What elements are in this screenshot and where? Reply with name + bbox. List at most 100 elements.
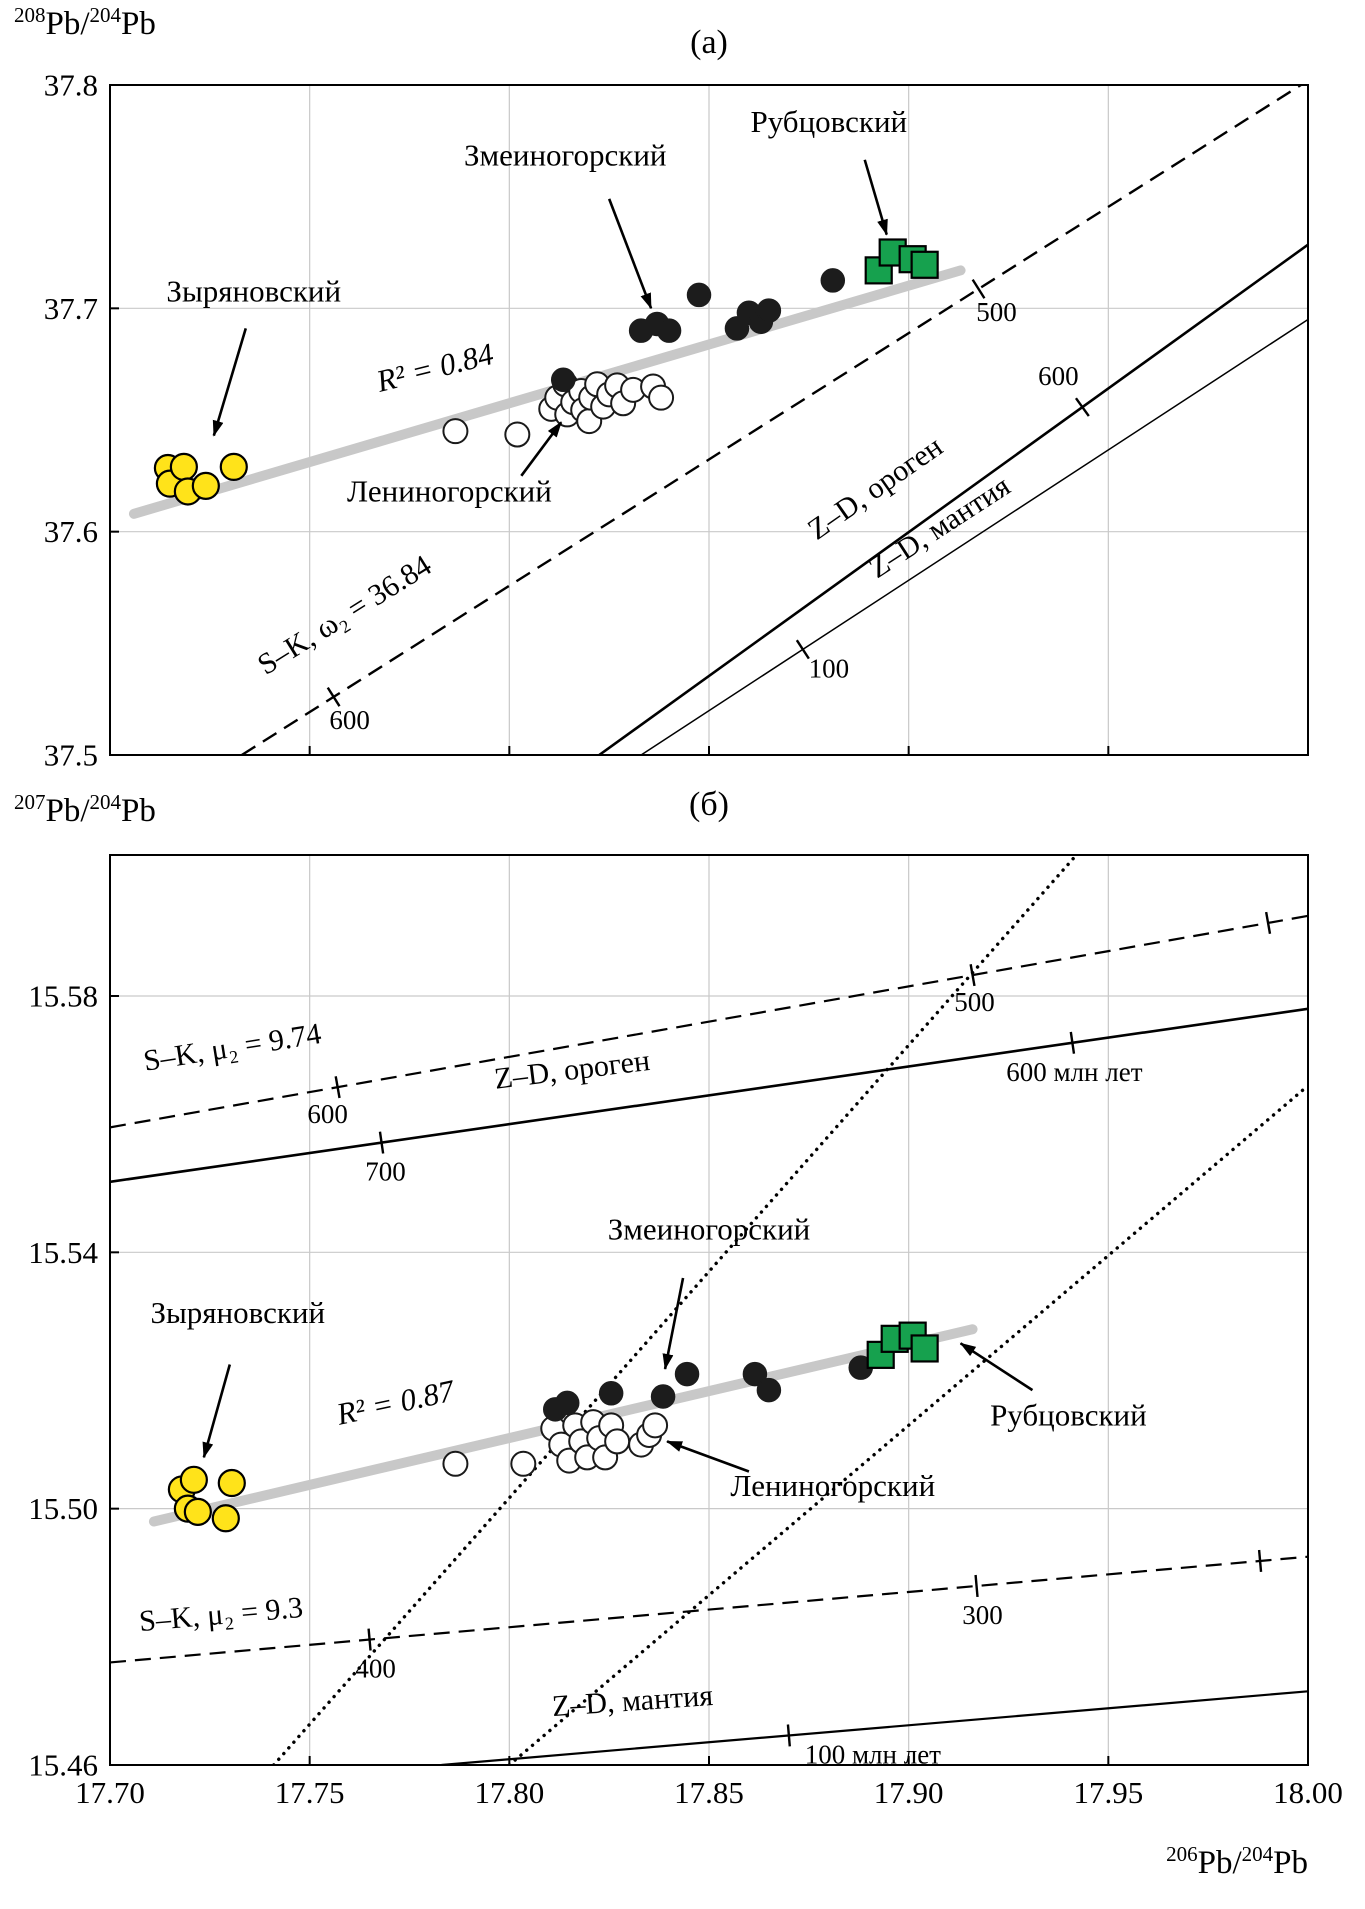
data-point-leninogorsky bbox=[442, 1450, 469, 1477]
y-tick-label: 37.7 bbox=[44, 291, 98, 326]
age-tick bbox=[367, 1628, 372, 1651]
age-tick-label: 400 bbox=[355, 1654, 396, 1684]
ref-line-label: Z–D, мантия bbox=[551, 1679, 714, 1723]
series-leninogorsky bbox=[442, 1409, 669, 1477]
age-tick bbox=[1264, 911, 1272, 934]
y-tick-label: 15.54 bbox=[28, 1235, 98, 1270]
annotation-rubtsovsky: Рубцовский bbox=[959, 1342, 1147, 1432]
age-tick-label: 700 bbox=[365, 1157, 406, 1187]
age-tick bbox=[334, 1076, 341, 1099]
annotation-leninogorsky: Лениногорский bbox=[347, 421, 563, 509]
data-point-leninogorsky bbox=[604, 1428, 631, 1455]
annotation-arrow bbox=[520, 421, 563, 477]
y-tick-label: 37.6 bbox=[44, 514, 98, 549]
data-point-zmeinogorsky bbox=[674, 1361, 700, 1387]
series-zyryanovsky bbox=[167, 1465, 246, 1533]
annotation-zmeinogorsky: Змеиногорский bbox=[464, 137, 667, 310]
annotation-zmeinogorsky: Змеиногорский bbox=[608, 1212, 811, 1370]
annotation-arrow bbox=[959, 1342, 1034, 1392]
annotation-rubtsovsky: Рубцовский bbox=[750, 104, 907, 236]
isotope-mass-superscript: 207 bbox=[14, 790, 46, 814]
data-point-zmeinogorsky bbox=[598, 1381, 624, 1406]
x-tick-label: 18.00 bbox=[1273, 1775, 1343, 1810]
sk-lower-line bbox=[110, 1555, 1308, 1664]
ref-line-label: S–K, μ₂ = 9.74 bbox=[141, 1017, 323, 1078]
x-tick-label: 17.85 bbox=[674, 1775, 744, 1810]
series-zmeinogorsky bbox=[543, 1355, 873, 1422]
zd-orogen-line bbox=[598, 243, 1308, 755]
age-tick bbox=[326, 686, 341, 707]
isotope-mass-superscript: 204 bbox=[89, 3, 122, 27]
annotation-label: Рубцовский bbox=[990, 1397, 1147, 1432]
x-tick-label: 17.95 bbox=[1073, 1775, 1143, 1810]
element-symbol: Pb bbox=[121, 6, 156, 42]
data-point-zyryanovsky bbox=[217, 1468, 246, 1498]
annotation-arrow bbox=[662, 1277, 685, 1370]
grid bbox=[110, 85, 1308, 755]
annotation-arrow bbox=[666, 1440, 750, 1473]
age-tick-label: 600 bbox=[329, 705, 370, 735]
x-tick-label: 17.70 bbox=[75, 1775, 145, 1810]
panel-b-title: (б) bbox=[689, 786, 729, 823]
annotation-arrow bbox=[202, 1364, 232, 1459]
age-tick bbox=[969, 964, 976, 987]
y-tick-label: 37.5 bbox=[44, 738, 98, 773]
panel-a-title: (а) bbox=[690, 24, 728, 61]
element-symbol: Pb/ bbox=[1197, 1845, 1242, 1881]
grid bbox=[110, 855, 1308, 1765]
age-tick bbox=[795, 639, 810, 660]
panel-b-chart: 600 500 S–K, μ₂ = 9.74 700 600 млн лет Z–D, о… bbox=[28, 854, 1343, 1810]
series-zyryanovsky bbox=[153, 452, 248, 506]
sk-line bbox=[241, 85, 1304, 755]
data-point-zmeinogorsky bbox=[656, 318, 682, 343]
annotation-label: Змеиногорский bbox=[608, 1212, 811, 1247]
x-tick-label: 17.75 bbox=[275, 1775, 345, 1810]
data-point-zyryanovsky bbox=[179, 1465, 208, 1494]
data-point-zmeinogorsky bbox=[756, 298, 782, 323]
data-point-leninogorsky bbox=[648, 384, 675, 411]
element-symbol: Pb/ bbox=[45, 793, 90, 829]
data-point-leninogorsky bbox=[642, 1412, 669, 1439]
data-point-leninogorsky bbox=[510, 1450, 537, 1477]
age-tick bbox=[1074, 397, 1090, 417]
element-symbol: Pb/ bbox=[45, 6, 90, 42]
y-tick-label: 15.58 bbox=[28, 978, 98, 1013]
data-point-rubtsovsky bbox=[910, 1334, 939, 1363]
data-point-zyryanovsky bbox=[169, 452, 198, 481]
age-tick bbox=[378, 1131, 385, 1154]
ref-line-label: Z–D, ороген bbox=[492, 1044, 651, 1096]
series-rubtsovsky bbox=[866, 1321, 939, 1369]
series-zmeinogorsky bbox=[550, 268, 846, 393]
y-tick-label: 15.46 bbox=[28, 1748, 98, 1783]
isotope-mass-superscript: 208 bbox=[14, 3, 46, 27]
age-tick bbox=[971, 278, 986, 299]
series-rubtsovsky bbox=[864, 238, 939, 285]
panel-b-y-axis-title: 207Pb/204Pb bbox=[14, 790, 156, 830]
age-tick-label: 500 bbox=[954, 987, 995, 1017]
zd-mantle-line bbox=[640, 318, 1308, 755]
data-point-zmeinogorsky bbox=[550, 367, 576, 393]
age-tick bbox=[974, 1574, 979, 1598]
data-point-zmeinogorsky bbox=[650, 1384, 676, 1409]
geochron-line-2 bbox=[507, 1084, 1308, 1765]
annotation-label: Зыряновский bbox=[166, 274, 341, 309]
zd-mantle-line bbox=[441, 1690, 1308, 1765]
data-point-zmeinogorsky bbox=[742, 1361, 768, 1387]
panel-a-y-axis-title: 208Pb/204Pb bbox=[14, 3, 156, 43]
r2-label: R² = 0.84 bbox=[372, 336, 497, 399]
data-point-zmeinogorsky bbox=[756, 1377, 782, 1403]
annotation-leninogorsky: Лениногорский bbox=[666, 1440, 935, 1503]
age-tick-label: 100 bbox=[809, 653, 850, 683]
ref-line-label: S–K, ω₂ = 36.84 bbox=[252, 549, 437, 682]
annotation-label: Лениногорский bbox=[347, 474, 552, 509]
zd-orogen-line bbox=[110, 1007, 1308, 1184]
annotation-arrow bbox=[607, 198, 653, 310]
annotation-zyryanovsky: Зыряновский bbox=[150, 1295, 325, 1459]
annotation-label: Рубцовский bbox=[750, 104, 907, 139]
series-leninogorsky bbox=[442, 371, 675, 448]
data-point-zyryanovsky bbox=[211, 1504, 240, 1533]
sk-upper-line bbox=[110, 914, 1308, 1129]
